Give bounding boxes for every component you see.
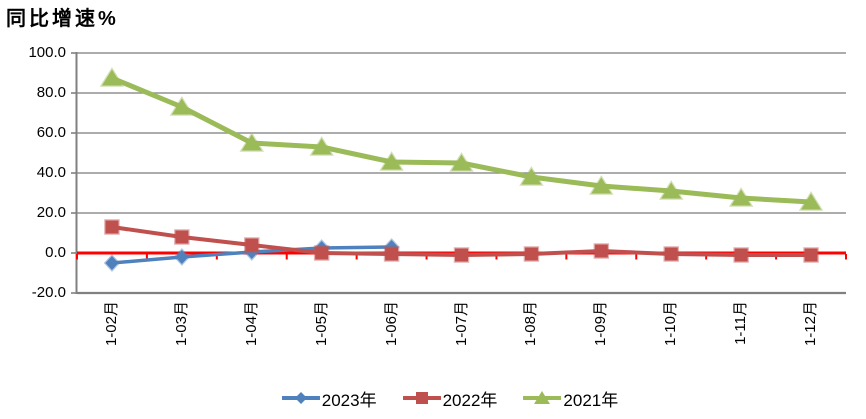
x-axis-label: 1-02月 <box>102 301 120 347</box>
chart-legend: 2023年 2022年 2021年 <box>0 382 866 414</box>
y-axis-label: 100.0 <box>28 44 66 61</box>
marker-square <box>453 247 470 263</box>
legend-label: 2023年 <box>321 390 377 410</box>
marker-square <box>663 246 679 262</box>
marker-square <box>803 247 819 263</box>
y-axis-label: -20.0 <box>31 284 66 301</box>
legend-marker-triangle-icon <box>523 391 562 404</box>
x-axis-label: 1-07月 <box>452 301 470 347</box>
x-axis-label: 1-03月 <box>172 301 190 347</box>
x-axis-label: 1-08月 <box>522 301 540 347</box>
legend-item-2021年: 2021年 <box>523 386 618 411</box>
marker-diamond <box>103 254 121 272</box>
marker-triangle <box>589 175 614 195</box>
marker-square <box>244 237 260 253</box>
y-axis-label: 20.0 <box>36 204 66 221</box>
marker-square <box>593 243 610 259</box>
y-axis-label: 0.0 <box>45 244 66 261</box>
chart-title: 同比增速% <box>6 8 119 30</box>
marker-square <box>733 247 749 263</box>
marker-diamond <box>173 248 191 266</box>
x-axis-label: 1-09月 <box>592 301 610 347</box>
legend-marker-square-icon <box>402 392 441 404</box>
x-axis-label: 1-06月 <box>382 301 400 347</box>
legend-item-2022年: 2022年 <box>402 386 498 411</box>
marker-square <box>523 246 540 262</box>
marker-triangle <box>379 151 404 171</box>
y-axis-label: 40.0 <box>36 164 66 181</box>
marker-triangle <box>728 187 754 207</box>
y-axis-label: 80.0 <box>36 84 66 101</box>
x-axis-label: 1-10月 <box>662 301 680 347</box>
legend-marker-diamond-icon <box>281 392 320 404</box>
x-axis-label: 1-05月 <box>312 301 330 347</box>
marker-triangle <box>169 96 195 116</box>
x-axis-label: 1-04月 <box>242 301 260 347</box>
marker-triangle <box>798 191 824 211</box>
marker-square <box>104 219 120 235</box>
marker-square <box>383 246 400 262</box>
x-axis-label: 1-12月 <box>802 301 820 347</box>
marker-triangle <box>658 180 684 200</box>
marker-triangle <box>239 132 265 152</box>
series-line-2021年 <box>109 75 814 205</box>
marker-triangle <box>309 136 334 156</box>
legend-label: 2022年 <box>442 390 498 410</box>
marker-triangle <box>449 152 474 172</box>
legend-item-2023年: 2023年 <box>281 386 377 411</box>
marker-triangle <box>99 67 125 87</box>
x-axis-label: 1-11月 <box>732 301 750 345</box>
legend-label: 2021年 <box>563 390 619 410</box>
marker-square <box>174 229 190 245</box>
marker-square <box>313 245 330 261</box>
marker-triangle <box>519 166 544 186</box>
y-axis-label: 60.0 <box>36 124 66 141</box>
